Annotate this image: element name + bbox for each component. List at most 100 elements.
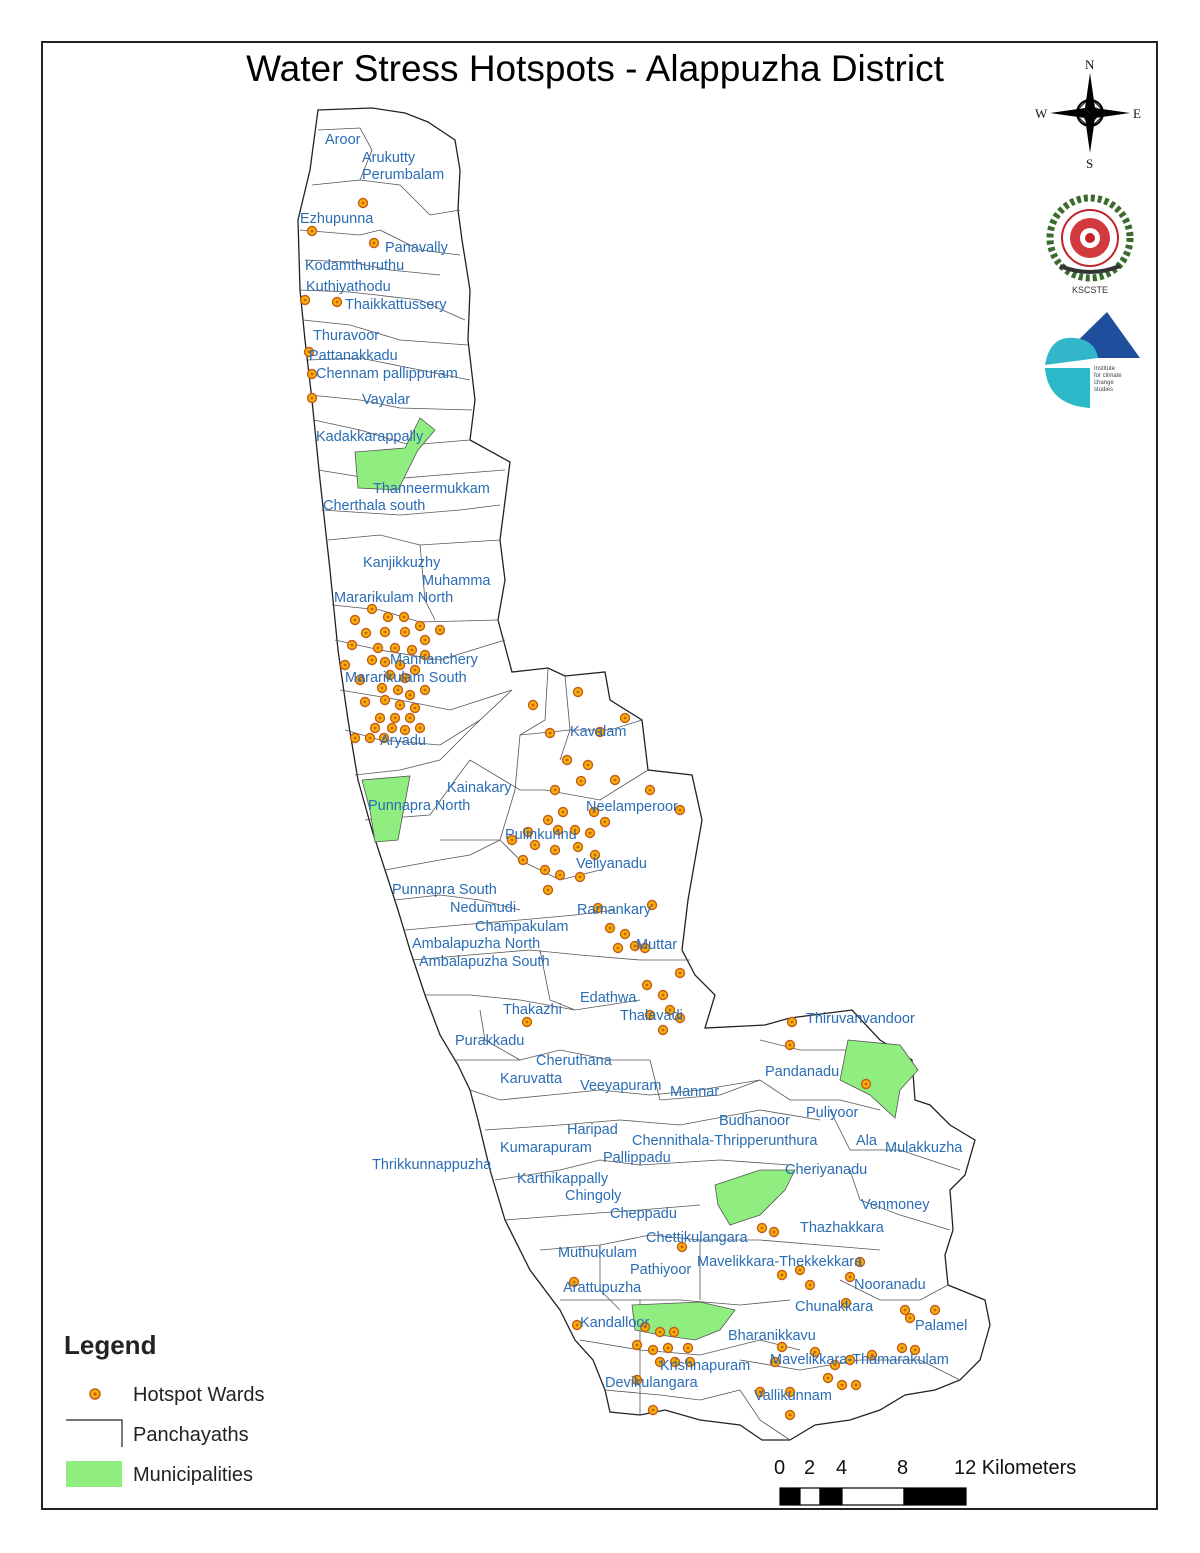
place-label: Perumbalam: [362, 167, 445, 183]
hotspot-ward-marker-center: [858, 1260, 862, 1264]
hotspot-ward-marker-center: [343, 663, 347, 667]
place-label: Kainakary: [447, 780, 512, 796]
hotspot-ward-marker-center: [390, 726, 394, 730]
hotspot-ward-marker-center: [678, 971, 682, 975]
hotspot-ward-marker-center: [623, 716, 627, 720]
hotspot-ward-marker-center: [908, 1316, 912, 1320]
hotspot-ward-marker-center: [307, 350, 311, 354]
place-label: Mavelikkara-Thekkekkara: [697, 1254, 863, 1270]
hotspot-ward-marker-center: [680, 1245, 684, 1249]
place-label: Thaikkattussery: [345, 297, 447, 313]
hotspot-ward-marker-center: [370, 658, 374, 662]
place-label: Ala: [856, 1133, 877, 1149]
hotspot-ward-marker-center: [396, 688, 400, 692]
hotspot-ward-marker-center: [608, 926, 612, 930]
hotspot-ward-marker-center: [376, 646, 380, 650]
hotspot-ward-marker-center: [903, 1308, 907, 1312]
hotspot-ward-marker-center: [565, 758, 569, 762]
hotspot-ward-marker-center: [864, 1082, 868, 1086]
place-label: Kanjikkuzhy: [363, 555, 441, 571]
hotspot-ward-marker-center: [575, 1323, 579, 1327]
hotspot-ward-marker-center: [661, 993, 665, 997]
place-label: Pattanakkadu: [309, 348, 398, 364]
hotspot-ward-marker-center: [788, 1043, 792, 1047]
place-label: Pandanadu: [765, 1064, 840, 1080]
hotspot-ward-marker-center: [388, 673, 392, 677]
place-label: Muttar: [636, 937, 678, 953]
hotspot-ward-marker-center: [546, 818, 550, 822]
hotspot-ward-marker-center: [668, 1008, 672, 1012]
hotspot-ward-marker-center: [651, 1348, 655, 1352]
place-label: Neelamperoor: [586, 799, 678, 815]
place-label: Puliyoor: [806, 1105, 859, 1121]
hotspot-ward-marker-center: [553, 788, 557, 792]
place-label: Chennithala-Thripperunthura: [632, 1133, 818, 1149]
place-label: Cheruthana: [536, 1053, 612, 1069]
legend-municipality-icon: [66, 1461, 122, 1487]
hotspot-ward-marker-center: [854, 1383, 858, 1387]
hotspot-ward-marker-center: [844, 1301, 848, 1305]
hotspot-ward-marker-center: [525, 1020, 529, 1024]
place-label: Veliyanadu: [576, 856, 647, 872]
hotspot-ward-marker-center: [378, 716, 382, 720]
hotspot-ward-marker-center: [410, 648, 414, 652]
place-label: Thuravoor: [313, 328, 380, 344]
hotspot-ward-marker-center: [353, 736, 357, 740]
scale-label-12-km: 12 Kilometers: [954, 1457, 1077, 1479]
place-label: Nooranadu: [854, 1277, 926, 1293]
place-label: Krishnapuram: [660, 1358, 751, 1374]
kscste-logo-icon: KSCSTE: [1046, 194, 1134, 295]
municipality-alappuzha: [361, 775, 411, 843]
place-label: Panavally: [385, 240, 448, 256]
place-label: Ambalapuzha South: [419, 954, 550, 970]
legend-title: Legend: [64, 1330, 157, 1360]
hotspot-ward-marker-center: [413, 706, 417, 710]
place-label: Thalavadi: [620, 1008, 683, 1024]
hotspot-ward-marker-center: [645, 983, 649, 987]
hotspot-ward-marker-center: [596, 906, 600, 910]
hotspot-ward-marker-center: [678, 1016, 682, 1020]
place-label: Chunakkara: [795, 1299, 874, 1315]
hotspot-ward-marker-center: [758, 1390, 762, 1394]
hotspot-ward-marker-center: [556, 828, 560, 832]
hotspot-ward-marker-center: [393, 716, 397, 720]
hotspot-ward-marker-center: [546, 888, 550, 892]
hotspot-ward-marker-center: [361, 201, 365, 205]
hotspot-ward-marker-center: [848, 1358, 852, 1362]
hotspot-ward-marker-center: [813, 1350, 817, 1354]
place-label: Ezhupunna: [300, 211, 374, 227]
hotspot-ward-marker-center: [658, 1360, 662, 1364]
hotspot-ward-marker-center: [833, 1363, 837, 1367]
hotspot-ward-marker-center: [393, 646, 397, 650]
hotspot-ward-marker-center: [772, 1230, 776, 1234]
compass-rose-icon: [1050, 73, 1130, 153]
hotspot-ward-marker-center: [382, 736, 386, 740]
scale-label-2: 2: [804, 1457, 816, 1479]
place-label: Punnapra South: [392, 882, 497, 898]
place-label: Pathiyoor: [630, 1262, 692, 1278]
place-label: Budhanoor: [719, 1113, 790, 1129]
hotspot-ward-marker-center: [643, 1325, 647, 1329]
hotspot-ward-marker-center: [623, 932, 627, 936]
hotspot-ward-marker-center: [598, 730, 602, 734]
hotspot-ward-marker-center: [648, 1013, 652, 1017]
place-label: Pulinkunnu: [505, 827, 577, 843]
hotspot-ward-marker-center: [310, 372, 314, 376]
hotspot-ward-marker-center: [635, 1378, 639, 1382]
place-label: Champakulam: [475, 919, 569, 935]
place-label: Cheppadu: [610, 1206, 677, 1222]
hotspot-ward-marker-center: [398, 663, 402, 667]
place-label: Muhamma: [422, 573, 491, 589]
hotspot-ward-marker-center: [648, 788, 652, 792]
hotspot-ward-marker-center: [673, 1360, 677, 1364]
place-label: Kandalloor: [580, 1315, 650, 1331]
place-label: Punnapra North: [368, 798, 471, 814]
hotspot-ward-marker-center: [678, 808, 682, 812]
hotspot-ward-marker-center: [808, 1283, 812, 1287]
hotspot-ward-marker-center: [635, 1343, 639, 1347]
place-label: Karuvatta: [500, 1071, 563, 1087]
place-label: Aryadu: [380, 733, 426, 749]
hotspot-ward-marker-center: [688, 1360, 692, 1364]
place-label: Chingoly: [565, 1188, 622, 1204]
